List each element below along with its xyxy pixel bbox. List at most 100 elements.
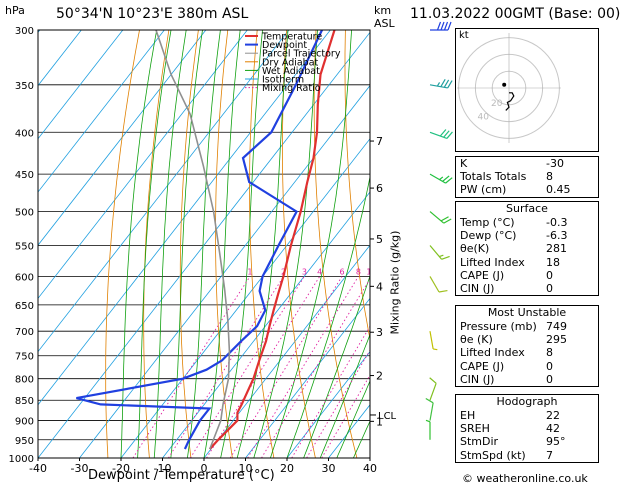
x-tick-label: 0	[201, 462, 208, 475]
surface-title: Surface	[506, 202, 548, 215]
wind-barb	[429, 377, 437, 401]
pressure-tick-label: 700	[15, 327, 34, 338]
index-label: Totals Totals	[460, 170, 527, 184]
wet-adiabat-line	[137, 30, 172, 458]
most-unstable-row: CAPE (J) 0	[456, 360, 598, 373]
surface-value: 0	[546, 281, 553, 295]
hodograph-stat-row: EH 22	[456, 409, 598, 422]
surface-row: Temp (°C) -0.3	[456, 216, 598, 229]
pressure-tick-label: 400	[15, 128, 34, 139]
x-tick-label: -10	[154, 462, 172, 475]
mixing-ratio-line	[306, 349, 370, 458]
most-unstable-panel: Most Unstable Pressure (mb) 749 θe (K) 295 L…	[455, 305, 599, 387]
hodograph-stat-value: 7	[546, 448, 553, 462]
dry-adiabat-line	[610, 30, 629, 458]
mixing-ratio-line	[247, 276, 359, 458]
hodograph-stat-row: StmDir 95°	[456, 435, 598, 448]
wet-adiabat-line	[120, 30, 158, 458]
isotherm-line	[286, 350, 370, 458]
pressure-tick-label: 300	[15, 26, 34, 37]
surface-value: 0	[546, 268, 553, 282]
km-tick-label: 2	[376, 370, 383, 383]
x-tick-label: 40	[363, 462, 377, 475]
wind-barb	[429, 79, 453, 89]
surface-panel: Surface Temp (°C) -0.3 Dewp (°C) -6.3 θe(K) 2…	[455, 201, 599, 297]
most-unstable-row: θe (K) 295	[456, 333, 598, 346]
pressure-tick-label: 900	[15, 417, 34, 428]
hodograph-stat-label: StmSpd (kt)	[460, 448, 526, 462]
hodograph-stat-value: 22	[546, 409, 560, 422]
pressure-tick-label: 450	[15, 170, 34, 181]
wet-adiabat-line	[220, 30, 263, 458]
index-label: K	[460, 157, 468, 170]
lcl-label: LCL	[378, 411, 397, 422]
mixing-ratio-line	[291, 325, 370, 458]
datetime-title: 11.03.2022 00GMT (Base: 00)	[410, 6, 621, 22]
mixing-ratio-label: 1	[247, 267, 252, 276]
pressure-tick-label: 950	[15, 436, 34, 447]
pressure-tick-label: 1000	[9, 454, 34, 465]
temperature-profile	[208, 30, 336, 450]
legend-label: Isotherm	[262, 75, 304, 86]
mixing-ratio-label: 6	[339, 267, 344, 276]
mixing-ratio-line	[168, 276, 284, 458]
hodograph-stat-row: SREH 42	[456, 422, 598, 435]
surface-value: -0.3	[546, 216, 568, 229]
legend-label: Dewpoint	[262, 40, 307, 51]
wet-adiabat-line	[236, 30, 289, 458]
most-unstable-value: 295	[546, 333, 567, 347]
surface-value: 281	[546, 242, 567, 256]
wind-barb	[430, 21, 452, 31]
pressure-tick-label: 550	[15, 241, 34, 252]
isotherm-line	[203, 244, 370, 458]
parcel-trajectory-profile	[155, 30, 231, 450]
dry-adiabat-line	[281, 30, 316, 458]
mixing-ratio-label: 20	[409, 267, 419, 276]
mixing-ratio-label: 10	[366, 267, 376, 276]
isotherm-line	[38, 30, 248, 300]
hodograph-unit: kt	[459, 30, 469, 41]
most-unstable-row: CIN (J) 0	[456, 373, 598, 386]
x-tick-label: 10	[239, 462, 253, 475]
mixing-ratio-label: 4	[317, 267, 322, 276]
pressure-tick-label: 850	[15, 396, 34, 407]
wind-barb	[425, 419, 431, 440]
km-tick-label: 4	[376, 280, 383, 293]
indices-panel: K -30 Totals Totals 8 PW (cm) 0.45	[455, 156, 599, 198]
hodograph-stat-label: StmDir	[460, 435, 499, 449]
hodograph-stat-label: EH	[460, 409, 476, 422]
pressure-tick-label: 800	[15, 375, 34, 386]
most-unstable-value: 749	[546, 320, 567, 333]
pressure-tick-label: 600	[15, 272, 34, 283]
pressure-tick-label: 650	[15, 301, 34, 312]
hodograph-table-title: Hodograph	[496, 395, 558, 408]
pressure-tick-label: 350	[15, 81, 34, 92]
isotherm-line	[162, 191, 370, 458]
most-unstable-value: 8	[546, 346, 553, 360]
surface-label: Temp (°C)	[460, 216, 515, 229]
surface-row: Dewp (°C) -6.3	[456, 229, 598, 242]
dry-adiabat-line	[143, 30, 170, 458]
mixing-ratio-line	[229, 276, 343, 458]
pressure-tick-label: 500	[15, 208, 34, 219]
index-value: -30	[546, 157, 564, 170]
legend-label: Parcel Trajectory	[262, 49, 341, 60]
x-tick-label: -40	[29, 462, 47, 475]
km-tick-label: 7	[376, 135, 383, 148]
most-unstable-title: Most Unstable	[487, 306, 567, 319]
most-unstable-label: θe (K)	[460, 333, 493, 347]
mixing-ratio-line	[190, 276, 305, 458]
mixing-ratio-line	[261, 278, 370, 458]
wet-adiabat-line	[270, 30, 352, 458]
km-tick-label: 5	[376, 233, 383, 246]
surface-label: Lifted Index	[460, 255, 525, 269]
storm-motion-marker	[502, 82, 507, 87]
legend-label: Dry Adiabat	[262, 57, 319, 68]
dry-adiabat-line	[215, 30, 233, 458]
isotherm-line	[38, 31, 370, 458]
wet-adiabat-line	[303, 274, 370, 458]
x-tick-label: 30	[322, 462, 336, 475]
mixing-ratio-axis-title: Mixing Ratio (g/kg)	[388, 230, 402, 335]
km-tick-label: 6	[376, 182, 383, 195]
